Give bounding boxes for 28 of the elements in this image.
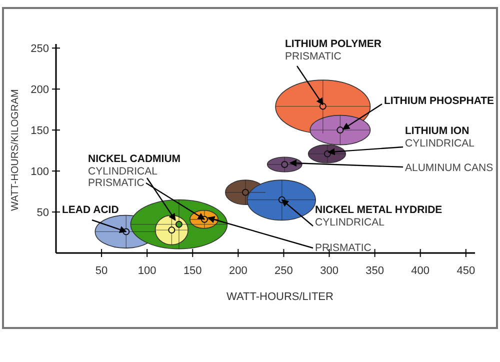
y-tick-label: 200 — [30, 84, 49, 96]
y-tick-label: 150 — [30, 125, 49, 138]
annotation: LITHIUM ION CYLINDRICAL — [405, 125, 475, 150]
annotation: LITHIUM POLYMER PRISMATIC — [285, 38, 382, 62]
x-tick-label: 400 — [411, 265, 430, 277]
annotation: LEAD ACID — [62, 204, 120, 216]
point — [319, 102, 326, 110]
point — [175, 220, 182, 228]
x-tick-label: 350 — [366, 265, 384, 277]
y-tick-label: 250 — [30, 43, 49, 56]
annotation: PRISMATIC — [88, 177, 145, 189]
x-tick-label: 150 — [183, 265, 202, 277]
annotation: ALUMINUM CANS — [405, 162, 494, 174]
annotation: NICKEL CADMIUM CYLINDRICAL — [88, 153, 181, 178]
point — [336, 126, 344, 134]
y-axis-title: WATT-HOURS/KILOGRAM — [10, 89, 21, 211]
y-tick-label: 100 — [30, 166, 49, 178]
x-tick-label: 50 — [95, 265, 108, 277]
x-tick-label: 200 — [228, 265, 248, 277]
annotation: LITHIUM PHOSPHATE — [384, 95, 494, 107]
x-tick-label: 100 — [138, 265, 156, 277]
x-tick-label: 300 — [320, 265, 338, 277]
x-tick-label: 250 — [274, 265, 293, 277]
x-tick-label: 450 — [456, 265, 476, 277]
x-axis-title: WATT-HOURS/LITER — [226, 291, 334, 303]
y-tick-label: 50 — [36, 207, 49, 220]
annotation: NICKEL METAL HYDRIDE CYLINDRICAL — [315, 204, 442, 228]
annotation: PRISMATIC — [315, 242, 372, 254]
